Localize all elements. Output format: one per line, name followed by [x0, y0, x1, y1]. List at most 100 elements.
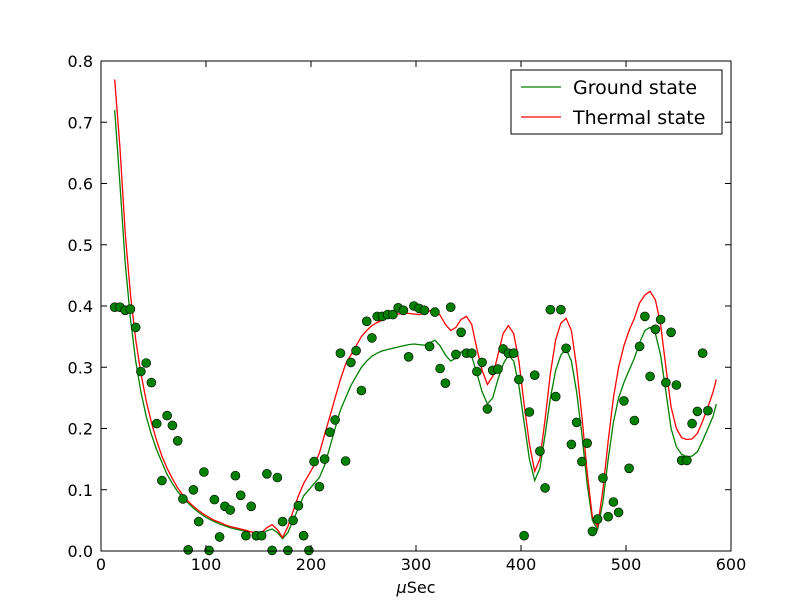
data-point	[508, 348, 519, 359]
data-point	[146, 377, 157, 388]
data-point	[624, 463, 634, 474]
series-line-thermal-state	[114, 79, 717, 539]
data-point	[235, 490, 246, 501]
data-point	[130, 322, 141, 333]
data-point	[634, 341, 645, 352]
data-point	[225, 505, 235, 515]
x-tick-label: 600	[716, 555, 747, 574]
data-point	[582, 438, 592, 449]
data-point	[209, 494, 220, 505]
data-point	[356, 385, 367, 396]
data-point	[566, 439, 577, 450]
legend-label-thermal-state: Thermal state	[572, 107, 705, 129]
data-point	[319, 454, 330, 464]
data-point	[493, 364, 503, 374]
data-point	[613, 507, 624, 518]
x-tick-label: 300	[401, 555, 432, 574]
data-point	[325, 427, 335, 438]
x-tick-label: 500	[611, 555, 642, 574]
data-point	[230, 470, 241, 481]
y-tick-label: 0.5	[68, 236, 93, 255]
y-tick-label: 0.6	[68, 175, 93, 194]
data-point	[482, 404, 493, 414]
data-point	[603, 511, 614, 522]
x-tick-label: 0	[96, 555, 106, 574]
data-point	[136, 366, 146, 377]
data-point	[246, 501, 256, 512]
data-point	[598, 473, 608, 483]
data-point	[199, 467, 209, 477]
y-tick-label: 0.1	[68, 481, 93, 500]
y-tick-label: 0.0	[68, 542, 93, 561]
series-line-ground-state	[114, 109, 717, 540]
data-point	[272, 472, 283, 483]
legend: Ground state Thermal state	[510, 69, 723, 135]
x-tick-label: 200	[296, 555, 327, 574]
data-point	[571, 417, 582, 428]
data-point	[550, 391, 561, 402]
data-point	[256, 530, 267, 541]
data-point	[514, 374, 524, 385]
data-point	[561, 343, 571, 354]
x-tick-label: 100	[191, 555, 222, 574]
x-tick-label: 400	[506, 555, 537, 574]
x-axis-label-prefix: μ	[396, 578, 407, 597]
data-point	[430, 307, 440, 317]
data-point	[640, 311, 650, 322]
data-point	[398, 305, 409, 316]
data-point	[535, 446, 545, 457]
data-point	[666, 327, 676, 338]
data-point	[529, 370, 540, 381]
data-point	[661, 377, 671, 388]
data-point	[703, 405, 713, 416]
data-point	[151, 418, 162, 429]
data-point	[172, 435, 183, 446]
data-point	[188, 484, 199, 495]
data-point	[545, 304, 556, 315]
data-point	[403, 351, 414, 362]
data-point	[241, 530, 251, 541]
data-point	[367, 333, 377, 343]
y-tick-labels: 0.0 0.1 0.2 0.3 0.4 0.5 0.6 0.7 0.8	[68, 52, 93, 561]
data-point	[314, 481, 325, 492]
y-tick-label: 0.8	[68, 52, 93, 71]
data-point	[283, 545, 293, 556]
data-point	[540, 483, 550, 493]
y-tick-label: 0.4	[68, 297, 93, 316]
data-point	[141, 358, 151, 368]
legend-box	[510, 69, 723, 135]
plot-area	[109, 79, 717, 556]
data-point	[619, 396, 629, 406]
y-tick-label: 0.7	[68, 113, 93, 132]
data-point	[645, 371, 655, 382]
y-tick-label: 0.3	[68, 358, 93, 377]
data-point	[335, 348, 346, 359]
data-point	[125, 304, 136, 314]
data-point	[157, 475, 167, 486]
x-axis-label-text: Sec	[407, 578, 436, 597]
data-point	[351, 345, 361, 356]
data-point	[466, 348, 477, 359]
data-point	[298, 530, 309, 541]
data-point	[697, 348, 708, 359]
data-point	[419, 305, 430, 316]
data-point	[445, 302, 456, 313]
data-point	[388, 309, 398, 320]
data-point	[204, 545, 214, 556]
data-point	[650, 324, 661, 335]
data-point	[193, 516, 204, 527]
data-point	[267, 545, 277, 556]
data-point	[293, 500, 304, 511]
data-point	[288, 515, 298, 526]
data-point	[451, 349, 461, 360]
data-point	[214, 532, 225, 542]
data-point	[424, 341, 435, 352]
data-point	[456, 327, 466, 338]
data-point	[577, 456, 587, 467]
data-point	[472, 366, 482, 377]
data-point	[309, 456, 319, 467]
data-point	[262, 468, 272, 479]
series-layer	[109, 79, 717, 556]
x-axis-label: μSec	[396, 578, 436, 597]
